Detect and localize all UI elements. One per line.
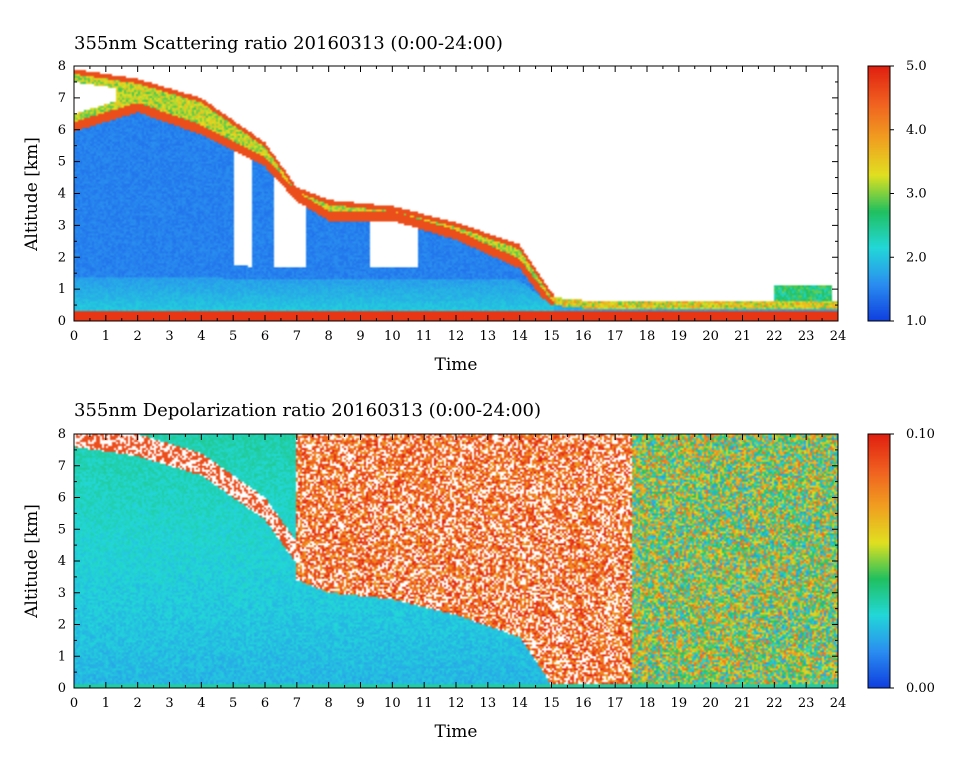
depolarization-ratio-x-tick-label: 9 [356, 696, 364, 711]
depolarization-ratio-y-tick-label: 3 [58, 586, 66, 601]
scattering-ratio-colorbar-tick-label: 4.0 [906, 123, 927, 138]
scattering-ratio-y-tick-label: 4 [58, 187, 66, 202]
depolarization-ratio-x-tick-label: 4 [197, 696, 205, 711]
scattering-ratio-x-tick-label: 12 [448, 329, 465, 344]
scattering-ratio-x-tick-label: 24 [830, 329, 847, 344]
scattering-ratio-x-tick-label: 11 [416, 329, 433, 344]
scattering-ratio-colorbar-ticks: 1.0 2.0 3.0 4.0 5.0 [890, 59, 927, 329]
scattering-ratio-x-tick-label: 17 [607, 329, 624, 344]
scattering-ratio-y-tick-label: 8 [58, 59, 66, 74]
scattering-ratio-colorbar [868, 66, 890, 321]
scattering-ratio-x-axis-label: Time [435, 355, 478, 375]
scattering-ratio-x-tick-label: 4 [197, 329, 205, 344]
scattering-ratio-y-tick-label: 6 [58, 123, 66, 138]
scattering-ratio-x-tick-label: 2 [134, 329, 142, 344]
depolarization-ratio-colorbar-tick-label: 0.00 [906, 681, 935, 696]
scattering-ratio-axes: 0 1 2 3 4 5 6 7 8 9 10 11 12 13 14 15 16 17 18 19 20 21 22 23 24… [58, 59, 847, 344]
scattering-ratio-x-tick-label: 20 [702, 329, 719, 344]
scattering-ratio-x-tick-label: 5 [229, 329, 237, 344]
scattering-ratio-x-tick-label: 3 [165, 329, 173, 344]
scattering-ratio-x-tick-label: 14 [511, 329, 528, 344]
depolarization-ratio-x-tick-label: 24 [830, 696, 847, 711]
depolarization-ratio-x-tick-label: 23 [798, 696, 815, 711]
depolarization-ratio-x-tick-label: 20 [702, 696, 719, 711]
depolarization-ratio-x-tick-label: 11 [416, 696, 433, 711]
depolarization-ratio-y-axis-label: Altitude [km] [22, 504, 42, 619]
depolarization-ratio-x-tick-label: 7 [293, 696, 301, 711]
depolarization-ratio-x-tick-label: 10 [384, 696, 401, 711]
scattering-ratio-panel: 355nm Scattering ratio 20160313 (0:00-24… [22, 33, 927, 375]
depolarization-ratio-y-tick-label: 2 [58, 618, 66, 633]
depolarization-ratio-x-tick-label: 2 [134, 696, 142, 711]
scattering-ratio-x-tick-label: 13 [480, 329, 497, 344]
depolarization-ratio-x-tick-label: 8 [325, 696, 333, 711]
depolarization-ratio-y-tick-label: 4 [58, 554, 66, 569]
scattering-ratio-title: 355nm Scattering ratio 20160313 (0:00-24… [74, 33, 503, 54]
depolarization-ratio-x-tick-label: 1 [102, 696, 110, 711]
depolarization-ratio-y-tick-label: 0 [58, 681, 66, 696]
scattering-ratio-y-tick-label: 5 [58, 155, 66, 170]
depolarization-ratio-x-tick-label: 14 [511, 696, 528, 711]
scattering-ratio-x-tick-label: 8 [325, 329, 333, 344]
scattering-ratio-x-tick-label: 6 [261, 329, 269, 344]
scattering-ratio-x-tick-label: 19 [671, 329, 688, 344]
scattering-ratio-x-tick-label: 9 [356, 329, 364, 344]
scattering-ratio-y-axis-label: Altitude [km] [22, 137, 42, 252]
scattering-ratio-x-tick-label: 16 [575, 329, 592, 344]
scattering-ratio-x-tick-label: 7 [293, 329, 301, 344]
depolarization-ratio-heatmap [74, 434, 838, 688]
scattering-ratio-heatmap [74, 66, 838, 321]
depolarization-ratio-y-tick-label: 6 [58, 491, 66, 506]
scattering-ratio-y-tick-label: 7 [58, 91, 66, 106]
depolarization-ratio-x-tick-label: 15 [543, 696, 560, 711]
depolarization-ratio-y-tick-label: 7 [58, 459, 66, 474]
scattering-ratio-colorbar-tick-label: 1.0 [906, 314, 927, 329]
depolarization-ratio-x-tick-label: 5 [229, 696, 237, 711]
depolarization-ratio-x-tick-label: 22 [766, 696, 783, 711]
depolarization-ratio-x-tick-label: 18 [639, 696, 656, 711]
depolarization-ratio-x-tick-label: 13 [480, 696, 497, 711]
scattering-ratio-x-tick-label: 23 [798, 329, 815, 344]
depolarization-ratio-colorbar-frame [867, 433, 891, 689]
depolarization-ratio-x-tick-label: 12 [448, 696, 465, 711]
depolarization-ratio-panel: 355nm Depolarization ratio 20160313 (0:0… [22, 400, 935, 742]
scattering-ratio-colorbar-tick-label: 5.0 [906, 59, 927, 74]
scattering-ratio-y-tick-label: 0 [58, 314, 66, 329]
scattering-ratio-x-tick-label: 0 [70, 329, 78, 344]
scattering-ratio-x-tick-label: 21 [734, 329, 751, 344]
depolarization-ratio-x-tick-label: 3 [165, 696, 173, 711]
scattering-ratio-colorbar-tick-label: 3.0 [906, 187, 927, 202]
scattering-ratio-y-tick-label: 1 [58, 282, 66, 297]
depolarization-ratio-axes: 0 1 2 3 4 5 6 7 8 9 10 11 12 13 14 15 16 17 18 19 20 21 22 23 24… [58, 427, 847, 711]
scattering-ratio-x-tick-label: 15 [543, 329, 560, 344]
scattering-ratio-x-tick-label: 18 [639, 329, 656, 344]
scattering-ratio-colorbar-tick-label: 2.0 [906, 250, 927, 265]
depolarization-ratio-colorbar-ticks: 0.00 0.10 [890, 427, 935, 696]
depolarization-ratio-y-tick-label: 8 [58, 427, 66, 442]
depolarization-ratio-x-tick-label: 21 [734, 696, 751, 711]
scattering-ratio-x-tick-label: 22 [766, 329, 783, 344]
depolarization-ratio-title: 355nm Depolarization ratio 20160313 (0:0… [74, 400, 541, 421]
depolarization-ratio-colorbar-tick-label: 0.10 [906, 427, 935, 442]
depolarization-ratio-x-tick-label: 17 [607, 696, 624, 711]
scattering-ratio-x-tick-label: 10 [384, 329, 401, 344]
scattering-ratio-y-tick-label: 2 [58, 250, 66, 265]
scattering-ratio-y-tick-label: 3 [58, 218, 66, 233]
depolarization-ratio-y-tick-label: 5 [58, 522, 66, 537]
depolarization-ratio-x-tick-label: 19 [671, 696, 688, 711]
depolarization-ratio-x-axis-label: Time [435, 722, 478, 742]
depolarization-ratio-x-tick-label: 0 [70, 696, 78, 711]
depolarization-ratio-x-tick-label: 16 [575, 696, 592, 711]
depolarization-ratio-x-tick-label: 6 [261, 696, 269, 711]
scattering-ratio-x-tick-label: 1 [102, 329, 110, 344]
depolarization-ratio-y-tick-label: 1 [58, 649, 66, 664]
depolarization-ratio-colorbar [868, 434, 890, 688]
